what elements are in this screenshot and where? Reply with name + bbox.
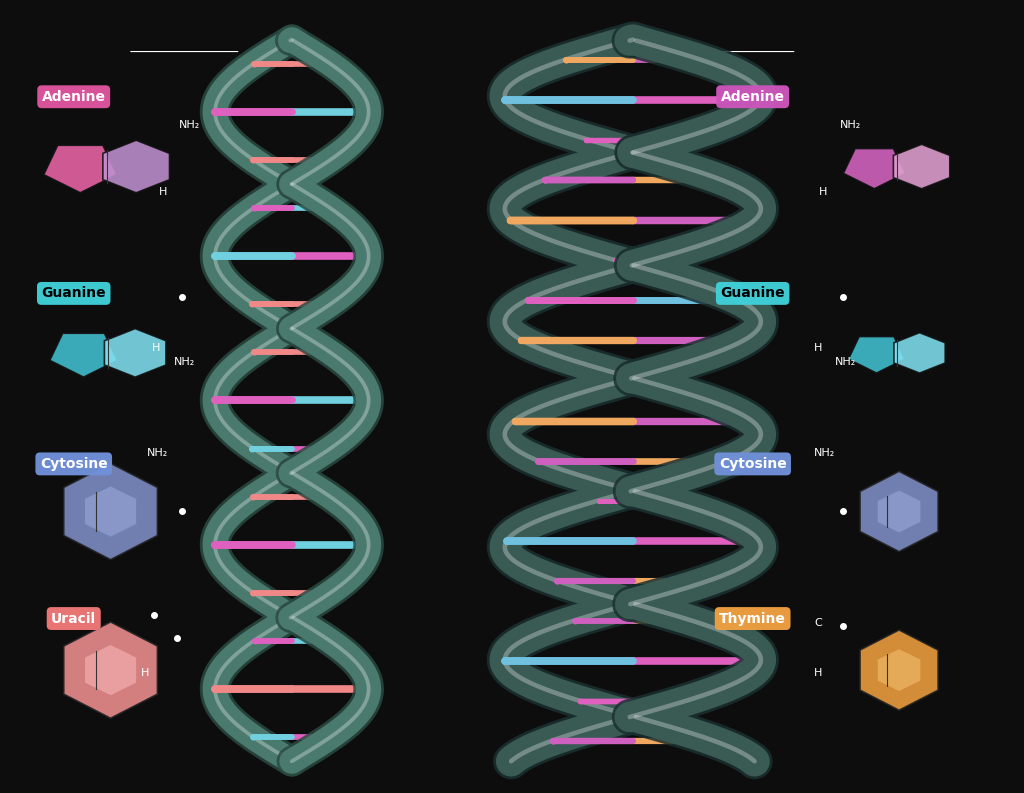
Polygon shape [85, 486, 136, 537]
Text: NH₂: NH₂ [814, 448, 836, 458]
Polygon shape [878, 649, 921, 691]
Polygon shape [860, 471, 938, 552]
Polygon shape [85, 645, 136, 695]
Text: Guanine: Guanine [41, 286, 106, 301]
Text: Adenine: Adenine [721, 90, 784, 104]
Polygon shape [63, 622, 158, 718]
Polygon shape [844, 148, 905, 189]
Text: Guanine: Guanine [720, 286, 785, 301]
Text: NH₂: NH₂ [179, 121, 201, 131]
Text: H: H [814, 343, 822, 353]
Polygon shape [878, 491, 921, 532]
Polygon shape [63, 463, 158, 560]
Text: Cytosine: Cytosine [719, 457, 786, 471]
Polygon shape [102, 140, 170, 193]
Text: NH₂: NH₂ [840, 121, 861, 131]
Polygon shape [893, 144, 950, 189]
Polygon shape [894, 333, 945, 373]
Text: H: H [141, 668, 150, 678]
Polygon shape [44, 145, 117, 193]
Text: NH₂: NH₂ [835, 357, 856, 367]
Text: NH₂: NH₂ [174, 357, 196, 367]
Text: Thymine: Thymine [719, 611, 786, 626]
Polygon shape [860, 630, 938, 711]
Polygon shape [849, 336, 904, 373]
Text: H: H [159, 187, 167, 197]
Text: NH₂: NH₂ [146, 448, 168, 458]
Text: C: C [814, 619, 822, 629]
Text: Uracil: Uracil [51, 611, 96, 626]
Polygon shape [50, 333, 118, 377]
Text: H: H [152, 343, 160, 353]
Text: Adenine: Adenine [42, 90, 105, 104]
Text: Cytosine: Cytosine [40, 457, 108, 471]
Text: H: H [819, 187, 827, 197]
Polygon shape [104, 328, 166, 377]
Text: H: H [814, 668, 822, 678]
